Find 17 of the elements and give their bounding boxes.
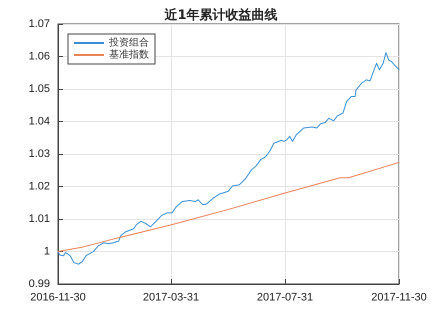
- y-tick-label: 1: [44, 246, 50, 258]
- chart-title: 近1年累计收益曲线: [163, 7, 278, 23]
- line-series: [58, 162, 400, 252]
- y-tick-label: 1.02: [28, 180, 50, 192]
- x-tick-label: 2017-11-30: [371, 292, 427, 304]
- x-tick-label: 2016-11-30: [30, 292, 86, 304]
- x-tick-label: 2017-07-31: [256, 292, 314, 304]
- y-tick-label: 1.05: [28, 83, 50, 95]
- legend-label: 投资组合: [108, 36, 149, 48]
- y-tick-label: 1.01: [28, 213, 50, 225]
- y-tick-label: 1.06: [28, 50, 50, 62]
- y-tick-label: 0.99: [28, 278, 50, 290]
- y-tick-label: 1.07: [28, 18, 50, 30]
- legend-label: 基准指数: [109, 48, 149, 60]
- y-tick-label: 1.03: [28, 148, 50, 160]
- x-tick-label: 2017-03-31: [142, 292, 200, 304]
- y-tick-label: 1.04: [28, 116, 50, 128]
